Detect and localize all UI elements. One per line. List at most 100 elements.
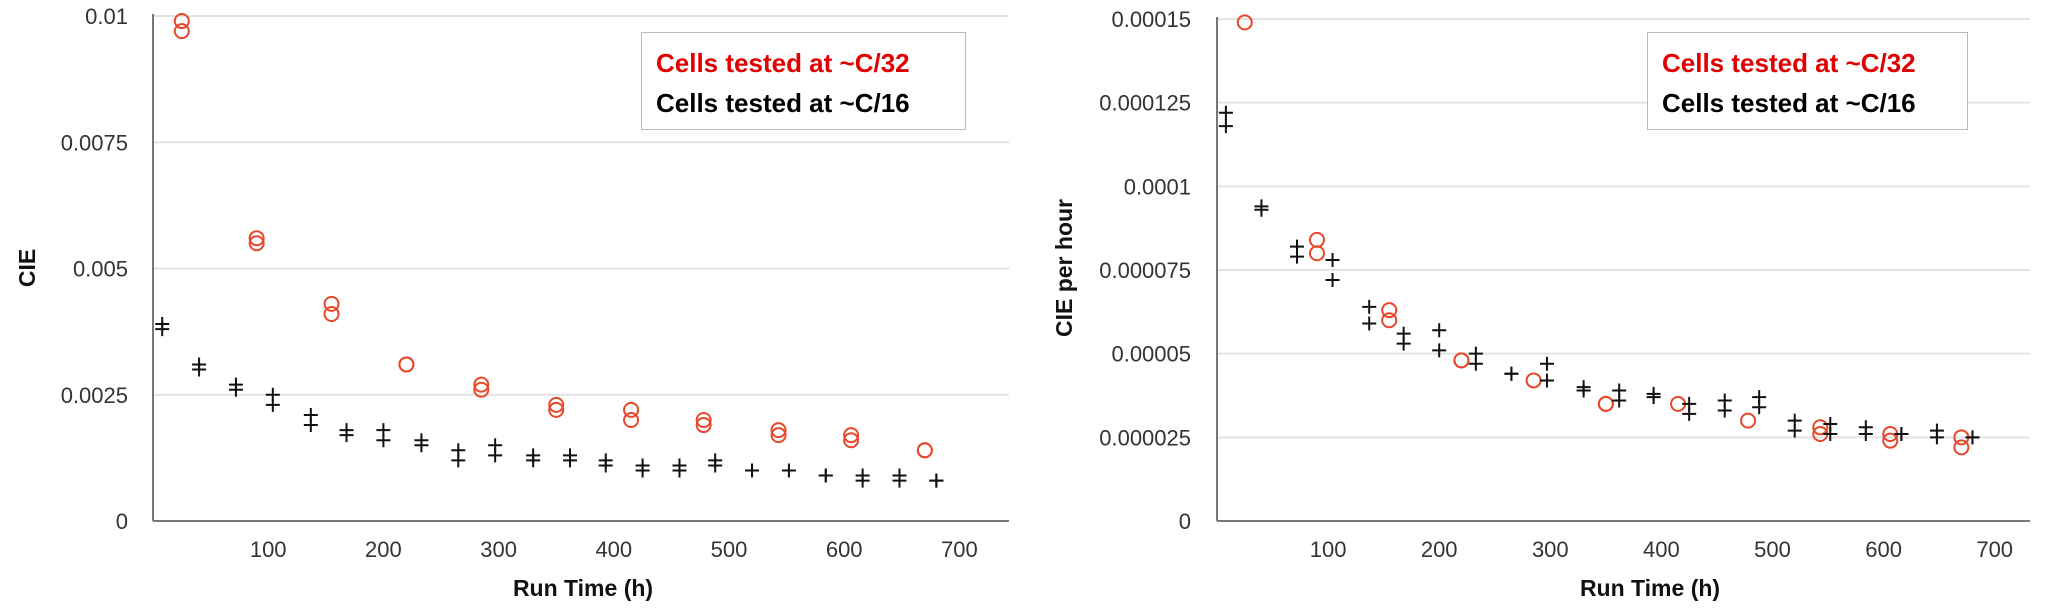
data-point-plus bbox=[339, 428, 354, 443]
data-point-plus bbox=[1289, 249, 1304, 264]
x-axis-title: Run Time (h) bbox=[513, 575, 653, 601]
y-tick-label: 0.000025 bbox=[1099, 425, 1191, 450]
data-point-circle bbox=[1381, 312, 1398, 329]
data-point-circle bbox=[1236, 14, 1253, 31]
data-point-circle bbox=[1597, 395, 1614, 412]
data-point-plus bbox=[1432, 343, 1447, 358]
legend-item-c16: Cells tested at ~C/16 bbox=[656, 88, 910, 118]
data-point-plus bbox=[376, 433, 391, 448]
data-point-plus bbox=[1787, 423, 1802, 438]
data-point-plus bbox=[1539, 356, 1554, 371]
chart-cie: 0 0.0025 0.005 0.0075 0.01 100 200 300 400 500 600… bbox=[14, 4, 1009, 601]
x-tick-label: 300 bbox=[480, 537, 517, 562]
data-point-circle bbox=[623, 412, 640, 428]
data-point-plus bbox=[1894, 426, 1909, 441]
data-point-circle bbox=[248, 230, 265, 247]
data-point-circle bbox=[843, 427, 860, 444]
data-point-plus bbox=[1717, 403, 1732, 418]
data-point-circle bbox=[1812, 419, 1829, 436]
x-axis-title: Run Time (h) bbox=[1580, 575, 1720, 601]
data-point-plus bbox=[563, 453, 578, 468]
series-c32 bbox=[173, 13, 933, 459]
data-point-plus bbox=[1254, 202, 1269, 217]
data-point-plus bbox=[414, 438, 429, 453]
x-tick-label: 100 bbox=[1310, 537, 1347, 562]
legend-right: Cells tested at ~C/32 Cells tested at ~C… bbox=[1647, 32, 1968, 130]
data-point-circle bbox=[173, 23, 190, 40]
data-point-plus bbox=[1468, 356, 1483, 371]
data-point-circle bbox=[1525, 372, 1542, 389]
x-tick-label: 700 bbox=[1976, 537, 2013, 562]
data-point-plus bbox=[451, 453, 466, 468]
data-point-plus bbox=[598, 458, 613, 473]
y-tick-label: 0 bbox=[1179, 509, 1191, 534]
data-point-circle bbox=[770, 427, 787, 444]
y-tick-label: 0.00015 bbox=[1111, 7, 1191, 32]
data-point-plus bbox=[818, 468, 833, 483]
data-point-plus bbox=[1218, 119, 1233, 134]
data-point-plus bbox=[1432, 323, 1447, 338]
x-tick-label: 400 bbox=[595, 537, 632, 562]
data-point-plus bbox=[1396, 336, 1411, 351]
data-point-plus bbox=[1858, 426, 1873, 441]
data-point-circle bbox=[1882, 432, 1899, 449]
y-tick-label: 0.000125 bbox=[1099, 91, 1191, 116]
data-point-plus bbox=[1929, 430, 1944, 445]
data-point-circle bbox=[770, 422, 787, 439]
series-c32 bbox=[1236, 14, 1970, 456]
data-point-plus bbox=[781, 463, 796, 478]
data-point-circle bbox=[473, 376, 490, 393]
data-point-circle bbox=[1308, 231, 1325, 248]
legend-left: Cells tested at ~C/32 Cells tested at ~C… bbox=[641, 32, 966, 130]
data-point-circle bbox=[695, 412, 712, 428]
data-point-plus bbox=[1325, 252, 1340, 267]
x-tick-label: 600 bbox=[826, 537, 863, 562]
y-tick-label: 0.0001 bbox=[1124, 174, 1191, 199]
x-tick-label: 400 bbox=[1643, 537, 1680, 562]
data-point-plus bbox=[1965, 430, 1980, 445]
x-tick-label: 600 bbox=[1865, 537, 1902, 562]
legend-item-c16: Cells tested at ~C/16 bbox=[1662, 88, 1916, 118]
data-point-plus bbox=[1539, 373, 1554, 388]
data-point-plus bbox=[672, 463, 687, 478]
y-tick-label: 0.0075 bbox=[61, 130, 128, 155]
data-point-circle bbox=[1453, 352, 1470, 369]
x-tick-label: 100 bbox=[250, 537, 287, 562]
data-point-plus bbox=[1682, 406, 1697, 421]
data-point-circle bbox=[323, 305, 340, 322]
data-point-plus bbox=[1362, 299, 1377, 314]
data-point-circle bbox=[548, 401, 565, 418]
data-point-circle bbox=[843, 432, 860, 449]
y-tick-label: 0.005 bbox=[73, 257, 128, 282]
data-point-circle bbox=[473, 381, 490, 398]
data-point-plus bbox=[303, 418, 318, 433]
data-point-plus bbox=[265, 397, 280, 412]
data-point-plus bbox=[708, 458, 723, 473]
data-point-plus bbox=[892, 473, 907, 488]
legend-item-c32: Cells tested at ~C/32 bbox=[1662, 48, 1916, 78]
data-point-circle bbox=[916, 442, 933, 459]
data-point-plus bbox=[488, 448, 503, 463]
data-point-plus bbox=[1823, 426, 1838, 441]
data-point-circle bbox=[548, 396, 565, 413]
x-tick-label: 500 bbox=[711, 537, 748, 562]
legend-item-c32: Cells tested at ~C/32 bbox=[656, 48, 910, 78]
data-point-circle bbox=[1381, 302, 1398, 319]
x-tick-label: 500 bbox=[1754, 537, 1791, 562]
x-tick-label: 200 bbox=[1421, 537, 1458, 562]
data-point-circle bbox=[1740, 412, 1757, 429]
data-point-plus bbox=[1646, 390, 1661, 405]
data-point-circle bbox=[623, 401, 640, 418]
y-tick-label: 0 bbox=[116, 509, 128, 534]
data-point-circle bbox=[1308, 245, 1325, 262]
data-point-circle bbox=[248, 235, 265, 252]
y-tick-label: 0.00005 bbox=[1111, 342, 1191, 367]
series-c16 bbox=[155, 317, 944, 488]
data-point-plus bbox=[855, 473, 870, 488]
data-point-circle bbox=[323, 295, 340, 312]
data-point-plus bbox=[1576, 383, 1591, 398]
data-point-plus bbox=[1752, 400, 1767, 415]
y-axis-title: CIE bbox=[14, 249, 40, 287]
data-point-plus bbox=[192, 362, 207, 377]
